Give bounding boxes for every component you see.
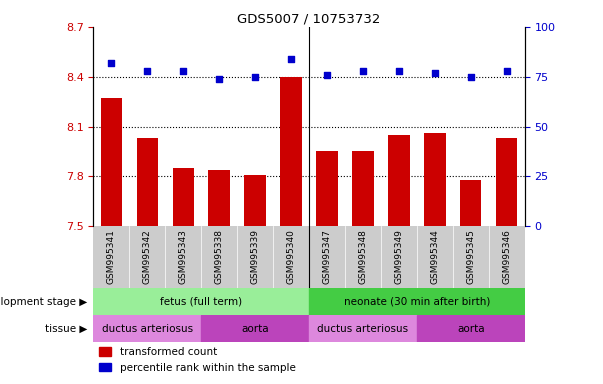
Text: GSM995340: GSM995340 [286, 229, 295, 284]
Text: ductus arteriosus: ductus arteriosus [102, 324, 193, 334]
Bar [209, 170, 230, 226]
Text: aorta: aorta [241, 324, 269, 334]
Point [286, 56, 296, 62]
Text: GSM995341: GSM995341 [107, 229, 116, 284]
Bar [93, 315, 201, 342]
Bar [309, 288, 525, 315]
Title: GDS5007 / 10753732: GDS5007 / 10753732 [238, 13, 380, 26]
Point [430, 70, 440, 76]
Bar [460, 180, 481, 226]
Text: GSM995349: GSM995349 [394, 229, 403, 284]
Bar [244, 175, 266, 226]
Text: GSM995347: GSM995347 [323, 229, 332, 284]
Text: GSM995348: GSM995348 [358, 229, 367, 284]
Point [142, 68, 152, 74]
Text: GSM995344: GSM995344 [431, 229, 440, 284]
Text: GSM995346: GSM995346 [502, 229, 511, 284]
Bar [388, 135, 409, 226]
Text: GSM995342: GSM995342 [143, 229, 152, 284]
Text: GSM995338: GSM995338 [215, 229, 224, 284]
Point [178, 68, 188, 74]
Bar [280, 77, 302, 226]
Point [466, 74, 476, 80]
Text: GSM995339: GSM995339 [251, 229, 260, 284]
Bar [496, 138, 517, 226]
Point [394, 68, 403, 74]
Text: ductus arteriosus: ductus arteriosus [317, 324, 408, 334]
Point [250, 74, 260, 80]
Bar [101, 98, 122, 226]
Bar [424, 133, 446, 226]
Point [215, 76, 224, 82]
Point [358, 68, 368, 74]
Text: GSM995343: GSM995343 [178, 229, 188, 284]
Point [502, 68, 511, 74]
Bar [417, 315, 525, 342]
Text: tissue ▶: tissue ▶ [45, 324, 87, 334]
Text: fetus (full term): fetus (full term) [160, 297, 242, 307]
Bar [172, 168, 194, 226]
Bar [316, 151, 338, 226]
Bar [136, 138, 158, 226]
Text: GSM995345: GSM995345 [466, 229, 475, 284]
Point [107, 60, 116, 66]
Text: neonate (30 min after birth): neonate (30 min after birth) [344, 297, 490, 307]
Bar [201, 315, 309, 342]
Text: development stage ▶: development stage ▶ [0, 297, 87, 307]
Bar [309, 315, 417, 342]
Point [322, 72, 332, 78]
Text: aorta: aorta [457, 324, 485, 334]
Bar [93, 288, 309, 315]
Bar [352, 151, 374, 226]
Legend: transformed count, percentile rank within the sample: transformed count, percentile rank withi… [99, 348, 295, 372]
